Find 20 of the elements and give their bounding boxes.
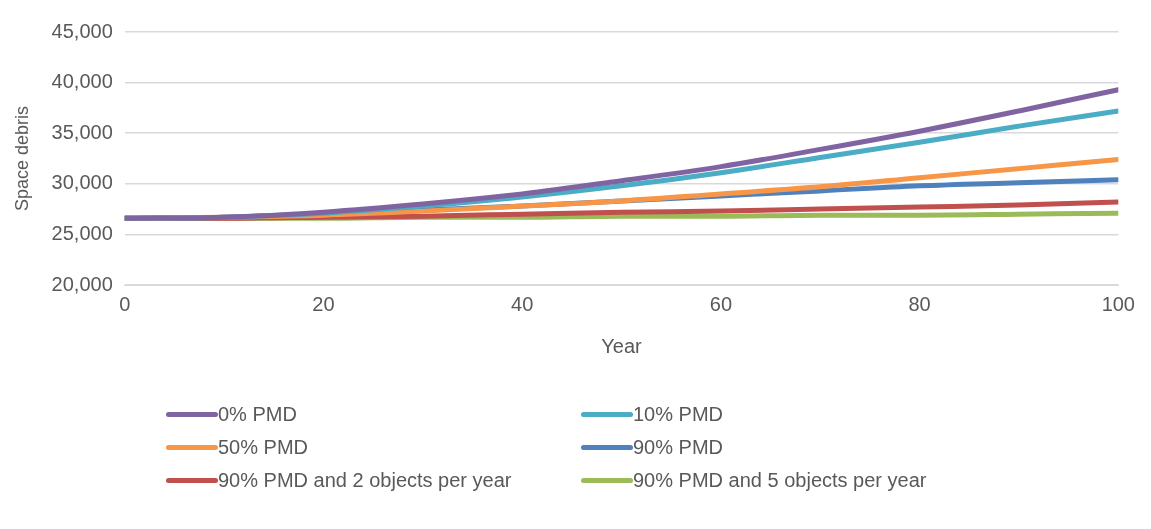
legend-label: 90% PMD and 5 objects per year (633, 469, 927, 492)
y-tick-label: 35,000 (51, 120, 113, 143)
x-tick-label: 100 (1101, 292, 1135, 315)
x-tick-label: 80 (908, 292, 931, 315)
x-tick-label: 60 (709, 292, 733, 315)
x-tick-label: 40 (511, 292, 534, 315)
x-axis-title: Year (601, 334, 643, 357)
y-axis-title: Space debris (11, 105, 32, 212)
legend-label: 10% PMD (633, 403, 724, 426)
legend-label: 0% PMD (218, 403, 297, 426)
x-tick-label: 0 (119, 292, 131, 315)
legend-label: 50% PMD (218, 436, 309, 459)
y-tick-label: 30,000 (51, 171, 113, 194)
legend-label: 90% PMD and 2 objects per year (218, 469, 512, 492)
legend-label: 90% PMD (633, 436, 724, 459)
y-tick-label: 40,000 (51, 70, 113, 93)
y-tick-label: 45,000 (51, 19, 113, 42)
y-tick-label: 20,000 (51, 272, 113, 295)
y-tick-label: 25,000 (51, 221, 113, 244)
x-tick-label: 20 (312, 292, 335, 315)
